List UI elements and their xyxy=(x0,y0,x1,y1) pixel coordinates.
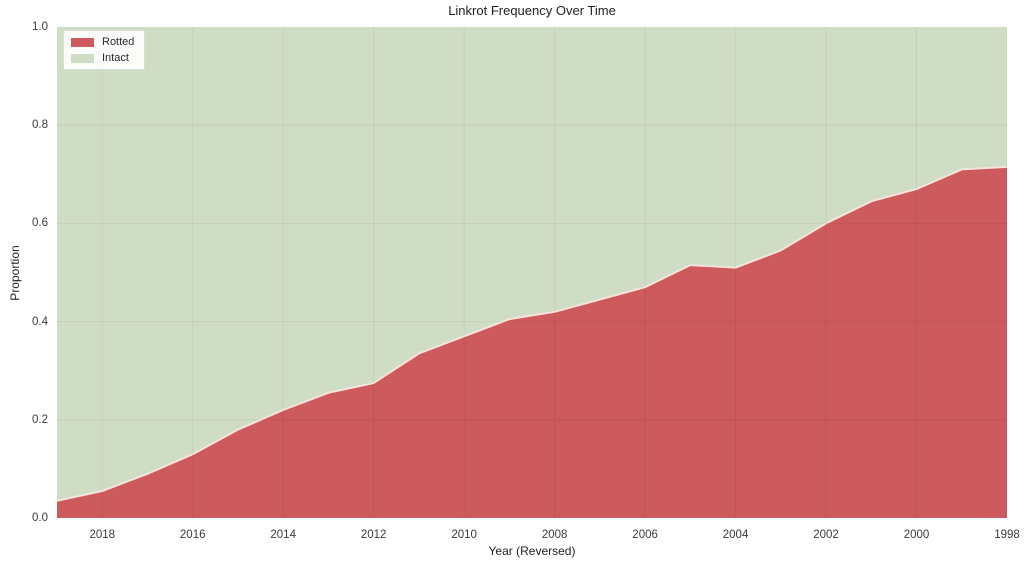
y-tick-label: 0.8 xyxy=(32,119,48,132)
y-tick-label: 0.0 xyxy=(32,512,48,524)
x-tick-label: 1998 xyxy=(994,529,1020,541)
x-tick-label: 2018 xyxy=(89,529,116,541)
intact-swatch-icon xyxy=(71,53,94,63)
x-axis-label: Year (Reversed) xyxy=(488,544,576,558)
x-tick-label: 2016 xyxy=(179,529,206,541)
chart-title: Linkrot Frequency Over Time xyxy=(448,3,616,18)
rotted-swatch-icon xyxy=(71,37,94,47)
legend-item-intact: Intact xyxy=(71,52,134,64)
y-tick-label: 0.2 xyxy=(32,413,48,426)
legend-label-rotted: Rotted xyxy=(102,36,135,48)
x-tick-label: 2006 xyxy=(632,529,658,541)
x-tick-label: 2008 xyxy=(541,529,568,541)
legend-label-intact: Intact xyxy=(102,52,129,64)
x-tick-label: 2000 xyxy=(903,529,930,541)
x-tick-label: 2010 xyxy=(451,529,477,541)
plot-area xyxy=(57,27,1007,518)
x-tick-label: 2014 xyxy=(270,529,296,541)
legend-item-rotted: Rotted xyxy=(71,36,134,48)
legend: Rotted Intact xyxy=(63,30,146,70)
x-tick-label: 2002 xyxy=(813,529,839,541)
y-tick-label: 0.4 xyxy=(32,315,48,328)
y-tick-label: 1.0 xyxy=(32,21,48,33)
y-axis-label: Proportion xyxy=(8,245,22,301)
y-tick-label: 0.6 xyxy=(32,217,48,230)
x-tick-label: 2004 xyxy=(722,529,749,541)
x-tick-label: 2012 xyxy=(360,529,387,541)
